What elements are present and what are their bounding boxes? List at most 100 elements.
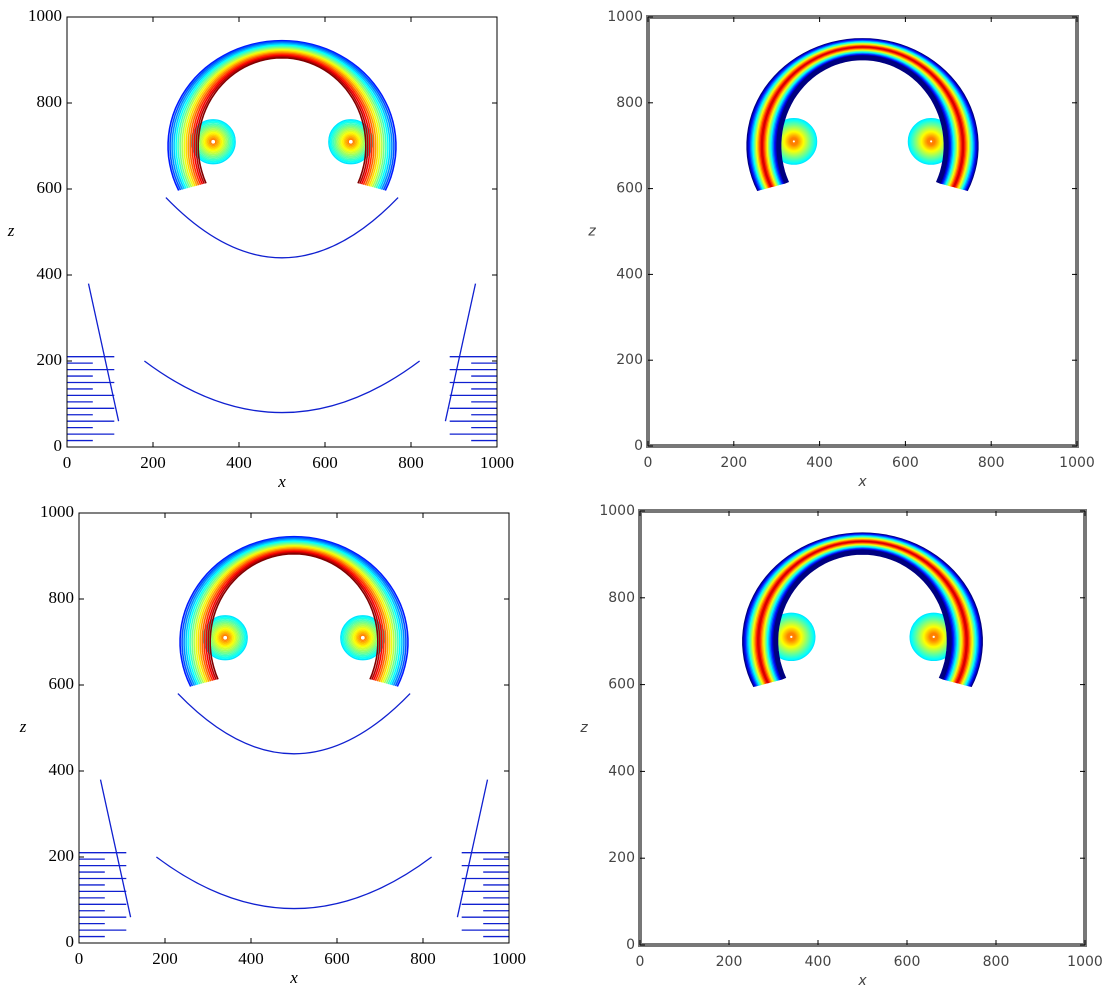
contour-level — [175, 44, 389, 189]
spiral-contour — [215, 627, 235, 648]
x-tick-label: 400 — [806, 455, 833, 471]
spiral-contour — [358, 633, 368, 643]
spiral-contour — [343, 134, 358, 149]
contour-level — [179, 46, 385, 188]
spiral-contour — [219, 631, 232, 644]
y-tick-label: 400 — [608, 763, 635, 779]
x-tick-label: 800 — [398, 453, 424, 472]
y-tick-label: 600 — [49, 674, 75, 693]
contour-level — [197, 546, 391, 683]
spiral-contour — [208, 137, 218, 147]
y-tick-label: 200 — [608, 850, 635, 866]
contour-level — [173, 43, 391, 190]
contour-level — [167, 39, 397, 191]
spiral-contour — [206, 618, 244, 657]
contour-level — [177, 45, 387, 189]
x-tick-label: 600 — [312, 453, 338, 472]
plot-area — [742, 532, 983, 688]
panel: 0 200 400 600 800 1000 0 200 400 600 800 1000 x z — [579, 503, 1103, 989]
spiral-contour — [340, 615, 386, 661]
spiral-contour — [332, 122, 370, 161]
spiral-contour — [355, 630, 370, 645]
axes-frame — [638, 509, 1087, 947]
spiral-contour — [202, 615, 248, 661]
y-tick-label: 200 — [49, 846, 75, 865]
spiral-contour — [349, 624, 377, 652]
contour-level — [195, 544, 393, 683]
y-tick-label: 1000 — [28, 6, 62, 25]
y-tick-label: 800 — [616, 95, 643, 111]
spiral-contour — [204, 133, 222, 151]
x-tick-label: 400 — [238, 949, 264, 968]
spiral-contour — [209, 138, 217, 145]
y-tick-label: 400 — [49, 760, 75, 779]
contour-level — [181, 47, 383, 188]
y-tick-label: 600 — [37, 178, 63, 197]
y-tick-label: 800 — [49, 588, 75, 607]
spiral-contour — [354, 629, 372, 647]
x-tick-label: 600 — [324, 949, 350, 968]
y-axis-label: z — [587, 224, 596, 240]
x-tick-label: 800 — [410, 949, 436, 968]
contour-level — [193, 54, 371, 185]
contour-level — [179, 535, 409, 687]
panel: 0 200 400 600 800 1000 0 200 400 600 800 1000 x z — [7, 6, 514, 491]
contour-level — [209, 552, 379, 680]
spiral-contour — [207, 135, 220, 148]
spiral-contour — [927, 137, 936, 146]
spiral-contour — [214, 626, 237, 649]
y-tick-label: 200 — [616, 352, 643, 368]
contour-level — [193, 543, 395, 684]
spiral-contour — [356, 631, 369, 644]
x-tick-label: 200 — [152, 949, 178, 968]
plot-area — [79, 535, 509, 938]
x-tick-label: 600 — [894, 954, 921, 970]
spiral-contour — [350, 625, 376, 651]
x-tick-label: 1000 — [492, 949, 526, 968]
x-tick-label: 200 — [720, 455, 747, 471]
contour-level — [183, 48, 381, 187]
spiral-contour — [347, 138, 355, 145]
spiral-contour — [218, 630, 233, 645]
x-tick-label: 800 — [978, 455, 1005, 471]
y-tick-label: 600 — [616, 181, 643, 197]
y-axis-label: z — [19, 717, 27, 736]
contour-level — [181, 536, 407, 687]
spiral-contour — [339, 130, 362, 153]
contour-level — [187, 540, 401, 685]
spiral-contour — [194, 122, 232, 161]
spiral-contour — [359, 634, 367, 641]
contour-level — [191, 542, 397, 684]
y-tick-label: 1000 — [599, 503, 635, 519]
spiral-contour — [929, 632, 938, 642]
plot-area — [746, 38, 979, 192]
x-tick-label: 0 — [636, 954, 645, 970]
spiral-contour — [341, 131, 361, 152]
spiral-contour — [351, 626, 374, 649]
y-tick-label: 1000 — [40, 502, 74, 521]
contour-level — [189, 52, 375, 186]
x-tick-label: 200 — [716, 954, 743, 970]
contour-line — [87, 197, 477, 422]
contour-level — [183, 538, 405, 686]
contour-level — [199, 547, 389, 683]
contour-level — [191, 53, 373, 186]
contour-line — [99, 693, 489, 918]
contour-level — [185, 539, 403, 686]
x-tick-label: 0 — [63, 453, 72, 472]
contour-level — [201, 548, 387, 682]
contour-level — [195, 55, 369, 185]
x-tick-label: 200 — [140, 453, 166, 472]
axes-frame — [78, 512, 510, 944]
spiral-contour — [199, 128, 227, 156]
spiral-contour — [328, 119, 374, 165]
y-tick-label: 0 — [54, 436, 63, 455]
x-tick-label: 0 — [644, 455, 653, 471]
x-tick-label: 600 — [892, 455, 919, 471]
contour-level — [205, 550, 383, 681]
contour-level — [169, 40, 395, 191]
y-tick-label: 800 — [37, 92, 63, 111]
spiral-contour — [344, 135, 357, 148]
x-axis-label: x — [289, 968, 298, 987]
spiral-contour — [211, 624, 239, 652]
